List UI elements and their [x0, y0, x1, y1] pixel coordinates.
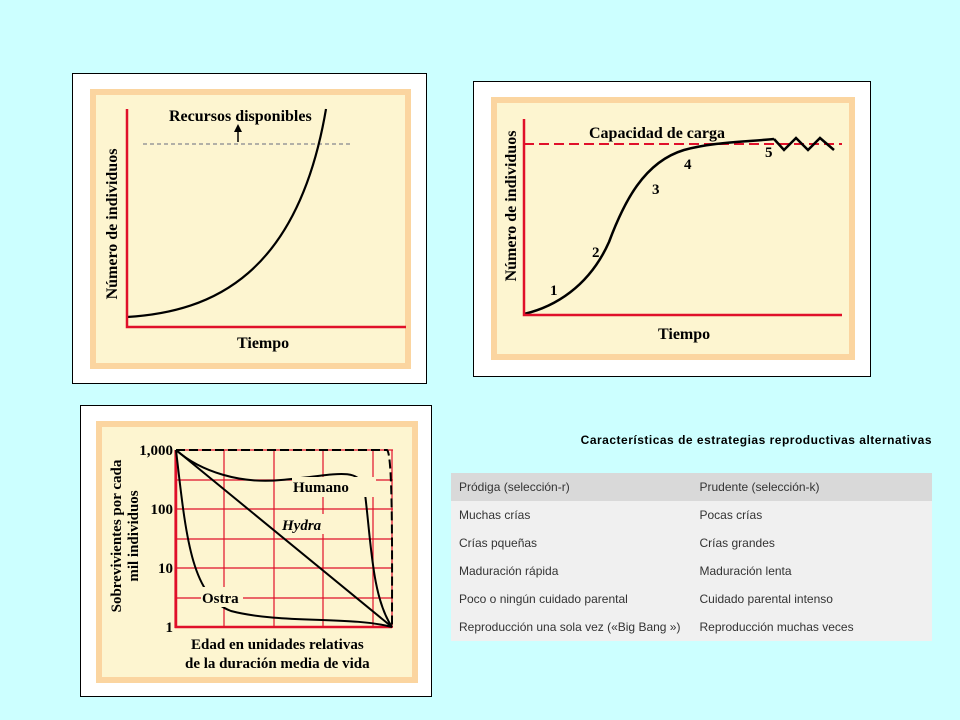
table-cell: Crías grandes	[691, 529, 932, 557]
logistic-growth-graphic: Capacidad de carga 1 2 3 4 5 Tiempo Núme…	[491, 97, 855, 360]
human-label-bg	[292, 477, 376, 497]
exponential-growth-figure: Recursos disponibles Tiempo Número de in…	[72, 73, 427, 384]
arrow-head-icon	[234, 124, 242, 132]
x-axis-label: Tiempo	[237, 335, 289, 352]
human-curve	[175, 449, 393, 628]
ytick-1: 1	[166, 620, 174, 636]
axes	[174, 450, 392, 629]
plot-background	[90, 89, 411, 369]
table-row: Poco o ningún cuidado parental Cuidado p…	[451, 585, 932, 613]
axes	[125, 109, 406, 329]
exponential-growth-graphic: Recursos disponibles Tiempo Número de in…	[90, 89, 411, 369]
ytick-1000: 1,000	[139, 443, 173, 459]
table-cell: Muchas crías	[451, 501, 692, 529]
table-row: Crías pqueñas Crías grandes	[451, 529, 932, 557]
resources-label: Recursos disponibles	[169, 108, 312, 125]
x-axis-label: Tiempo	[658, 326, 710, 343]
x-axis-label-line1: Edad en unidades relativas	[191, 637, 364, 653]
ytick-100: 100	[151, 502, 174, 518]
logistic-growth-figure: Capacidad de carga 1 2 3 4 5 Tiempo Núme…	[473, 81, 871, 377]
exponential-curve	[126, 108, 328, 319]
hydra-label-bg	[281, 514, 327, 534]
axes	[522, 119, 842, 317]
table-cell: Maduración lenta	[691, 557, 932, 585]
oyster-label: Ostra	[202, 591, 239, 607]
table-cell: Reproducción muchas veces	[691, 613, 932, 641]
phase-5-label: 5	[765, 145, 773, 161]
human-label: Humano	[293, 480, 349, 496]
table-cell: Crías pqueñas	[451, 529, 692, 557]
phase-2-label: 2	[592, 245, 600, 261]
table-row: Reproducción una sola vez («Big Bang ») …	[451, 613, 932, 641]
y-axis-label-line2: mil individuos	[126, 490, 142, 581]
table-cell: Poco o ningún cuidado parental	[451, 585, 692, 613]
header-k-selection: Prudente (selección-k)	[691, 473, 932, 501]
phase-3-label: 3	[652, 182, 660, 198]
survivorship-graphic: 1,000 100 10 1 Humano Hydra Ostra Edad e…	[96, 421, 418, 683]
y-axis-label-line1: Sobrevivientes por cada	[109, 459, 125, 612]
plot-background	[96, 421, 418, 683]
x-axis-label-line2: de la duración media de vida	[185, 656, 370, 672]
ytick-10: 10	[158, 561, 173, 577]
table-header-row: Pródiga (selección-r) Prudente (selecció…	[451, 473, 932, 501]
y-axis-label: Número de individuos	[104, 149, 121, 300]
header-r-selection: Pródiga (selección-r)	[451, 473, 692, 501]
table-cell: Reproducción una sola vez («Big Bang »)	[451, 613, 692, 641]
hydra-label: Hydra	[281, 518, 322, 534]
table-row: Maduración rápida Maduración lenta	[451, 557, 932, 585]
y-axis-label: Número de individuos	[503, 131, 520, 282]
oyster-curve	[175, 449, 393, 628]
strategy-table: Pródiga (selección-r) Prudente (selecció…	[451, 473, 932, 641]
ideal-curve	[176, 449, 394, 628]
table-cell: Maduración rápida	[451, 557, 692, 585]
oyster-label-bg	[201, 587, 243, 607]
phase-4-label: 4	[684, 157, 692, 173]
oscillation-line	[773, 136, 835, 152]
survivorship-figure: 1,000 100 10 1 Humano Hydra Ostra Edad e…	[80, 405, 432, 697]
table-cell: Cuidado parental intenso	[691, 585, 932, 613]
table-cell: Pocas crías	[691, 501, 932, 529]
table-row: Muchas crías Pocas crías	[451, 501, 932, 529]
carrying-capacity-label: Capacidad de carga	[589, 125, 725, 142]
logistic-curve	[523, 137, 775, 316]
hydra-line	[175, 449, 393, 628]
table-title: Características de estrategias reproduct…	[580, 433, 932, 447]
phase-1-label: 1	[550, 283, 558, 299]
